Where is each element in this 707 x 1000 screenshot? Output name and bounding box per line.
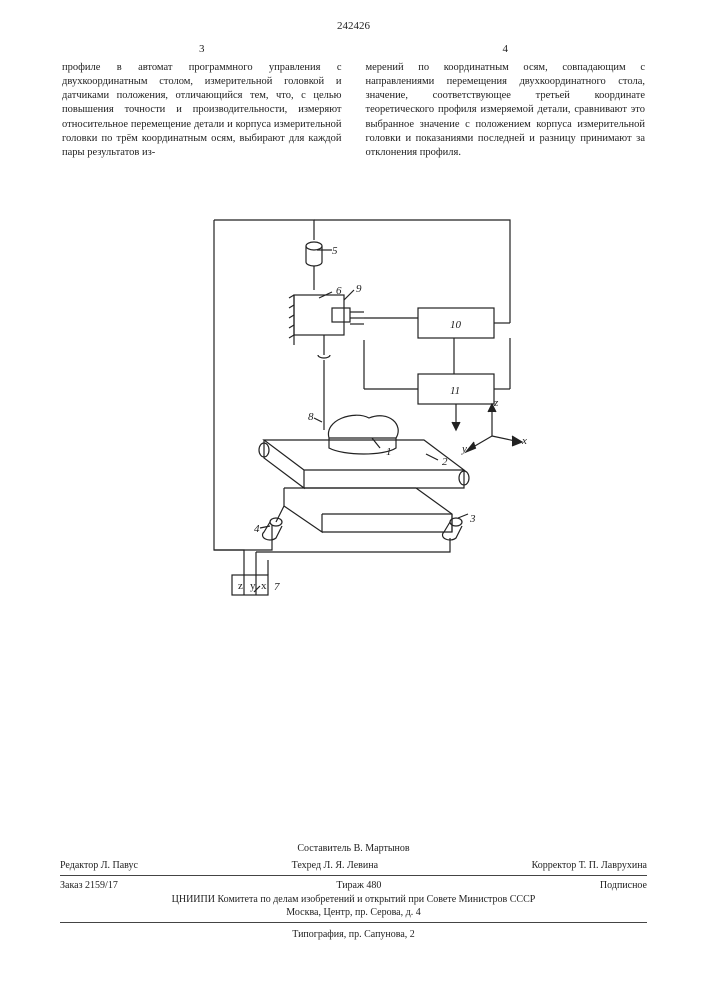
techred: Техред Л. Я. Левина <box>292 860 378 871</box>
svg-text:7: 7 <box>274 581 280 593</box>
text-columns: 3 профиле в автомат программного управле… <box>0 32 707 160</box>
right-text: мерений по координатным осям, совпадающи… <box>366 61 646 160</box>
svg-text:6: 6 <box>336 285 342 297</box>
tirage: Тираж 480 <box>336 880 381 891</box>
svg-text:z: z <box>493 397 499 409</box>
diagram-figure: z y x 1 2 3 4 <box>154 180 554 620</box>
svg-text:5: 5 <box>332 245 338 257</box>
svg-text:2: 2 <box>442 456 448 468</box>
svg-text:1: 1 <box>386 446 392 458</box>
svg-text:4: 4 <box>254 523 260 535</box>
typography: Типография, пр. Сапунова, 2 <box>60 929 647 940</box>
svg-text:10: 10 <box>450 319 462 331</box>
left-text: профиле в автомат программного управлени… <box>62 61 342 160</box>
corrector: Корректор Т. П. Лаврухина <box>532 860 647 871</box>
right-col-num: 4 <box>366 42 646 57</box>
org: ЦНИИПИ Комитета по делам изобретений и о… <box>60 894 647 905</box>
right-column: 4 мерений по координатным осям, совпадаю… <box>354 42 658 160</box>
address: Москва, Центр, пр. Серова, д. 4 <box>60 907 647 918</box>
left-col-num: 3 <box>62 42 342 57</box>
svg-text:9: 9 <box>356 283 362 295</box>
svg-text:z: z <box>238 580 243 592</box>
doc-number: 242426 <box>0 0 707 32</box>
compiler: Составитель В. Мартынов <box>60 843 647 854</box>
footer: Составитель В. Мартынов Редактор Л. Паву… <box>60 843 647 940</box>
order: Заказ 2159/17 <box>60 880 118 891</box>
left-column: 3 профиле в автомат программного управле… <box>50 42 354 160</box>
editor: Редактор Л. Павус <box>60 860 138 871</box>
svg-text:x: x <box>521 435 527 447</box>
sign: Подписное <box>600 880 647 891</box>
svg-text:x: x <box>261 580 267 592</box>
svg-text:3: 3 <box>469 513 476 525</box>
svg-text:8: 8 <box>308 411 314 423</box>
svg-text:y: y <box>461 443 467 455</box>
svg-text:11: 11 <box>450 385 460 397</box>
